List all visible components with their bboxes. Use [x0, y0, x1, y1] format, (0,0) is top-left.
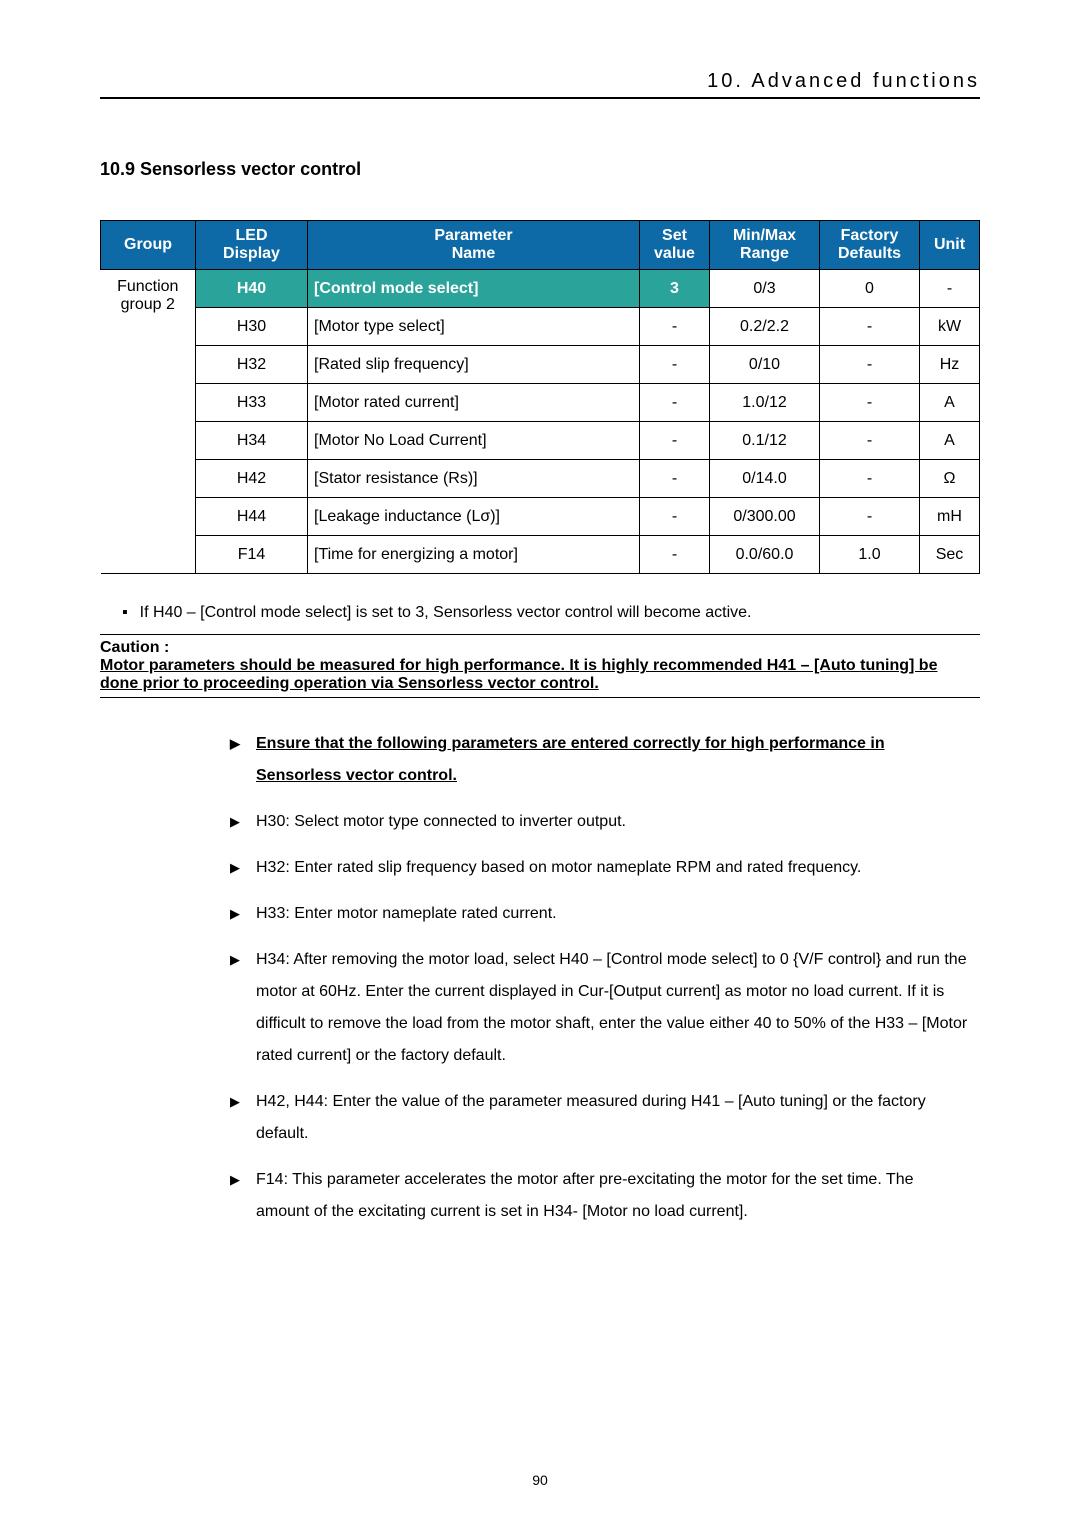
set-value-cell: -	[640, 384, 710, 422]
unit-cell: Sec	[920, 536, 980, 574]
note-text: If H40 – [Control mode select] is set to…	[122, 604, 980, 622]
unit-cell: A	[920, 422, 980, 460]
table-row: Function group 2H40[Control mode select]…	[101, 270, 980, 308]
unit-cell: A	[920, 384, 980, 422]
table-row: H30[Motor type select]-0.2/2.2-kW	[101, 308, 980, 346]
param-name-cell: [Rated slip frequency]	[308, 346, 640, 384]
list-item: H33: Enter motor nameplate rated current…	[230, 898, 970, 930]
param-name-cell: [Motor rated current]	[308, 384, 640, 422]
range-cell: 0.1/12	[710, 422, 820, 460]
range-cell: 0/3	[710, 270, 820, 308]
table-row: H44[Leakage inductance (Lσ)]-0/300.00-mH	[101, 498, 980, 536]
set-value-cell: -	[640, 498, 710, 536]
table-header: Min/MaxRange	[710, 221, 820, 270]
list-item: F14: This parameter accelerates the moto…	[230, 1164, 970, 1228]
led-cell: H30	[196, 308, 308, 346]
range-cell: 0/300.00	[710, 498, 820, 536]
default-cell: -	[820, 308, 920, 346]
default-cell: -	[820, 460, 920, 498]
parameter-table: GroupLEDDisplayParameterNameSetvalueMin/…	[100, 220, 980, 574]
led-cell: H44	[196, 498, 308, 536]
led-cell: H42	[196, 460, 308, 498]
page-number: 90	[0, 1472, 1080, 1488]
unit-cell: mH	[920, 498, 980, 536]
table-row: H34[Motor No Load Current]-0.1/12-A	[101, 422, 980, 460]
list-item: Ensure that the following parameters are…	[230, 728, 970, 792]
table-row: H32[Rated slip frequency]-0/10-Hz	[101, 346, 980, 384]
param-name-cell: [Time for energizing a motor]	[308, 536, 640, 574]
list-item: H42, H44: Enter the value of the paramet…	[230, 1086, 970, 1150]
default-cell: -	[820, 384, 920, 422]
default-cell: -	[820, 422, 920, 460]
table-header: LEDDisplay	[196, 221, 308, 270]
caution-title: Caution :	[100, 639, 980, 657]
table-row: H42[Stator resistance (Rs)]-0/14.0-Ω	[101, 460, 980, 498]
set-value-cell: -	[640, 346, 710, 384]
default-cell: 0	[820, 270, 920, 308]
list-item: H30: Select motor type connected to inve…	[230, 806, 970, 838]
table-header: FactoryDefaults	[820, 221, 920, 270]
range-cell: 1.0/12	[710, 384, 820, 422]
list-item: H34: After removing the motor load, sele…	[230, 944, 970, 1072]
led-cell: F14	[196, 536, 308, 574]
caution-box: Caution : Motor parameters should be mea…	[100, 634, 980, 698]
table-header: Unit	[920, 221, 980, 270]
unit-cell: kW	[920, 308, 980, 346]
unit-cell: Ω	[920, 460, 980, 498]
range-cell: 0/10	[710, 346, 820, 384]
table-header: ParameterName	[308, 221, 640, 270]
unit-cell: Hz	[920, 346, 980, 384]
set-value-cell: -	[640, 422, 710, 460]
set-value-cell: -	[640, 308, 710, 346]
group-cell: Function group 2	[101, 270, 196, 574]
page-header: 10. Advanced functions	[100, 70, 980, 99]
default-cell: -	[820, 346, 920, 384]
param-name-cell: [Motor No Load Current]	[308, 422, 640, 460]
led-cell: H32	[196, 346, 308, 384]
param-name-cell: [Stator resistance (Rs)]	[308, 460, 640, 498]
bullet-list: Ensure that the following parameters are…	[230, 728, 970, 1228]
table-header: Group	[101, 221, 196, 270]
param-name-cell: [Motor type select]	[308, 308, 640, 346]
led-cell: H34	[196, 422, 308, 460]
default-cell: -	[820, 498, 920, 536]
param-name-cell: [Leakage inductance (Lσ)]	[308, 498, 640, 536]
range-cell: 0.0/60.0	[710, 536, 820, 574]
param-name-cell: [Control mode select]	[308, 270, 640, 308]
range-cell: 0.2/2.2	[710, 308, 820, 346]
table-row: F14[Time for energizing a motor]-0.0/60.…	[101, 536, 980, 574]
unit-cell: -	[920, 270, 980, 308]
section-title: 10.9 Sensorless vector control	[100, 159, 980, 180]
table-row: H33[Motor rated current]-1.0/12-A	[101, 384, 980, 422]
range-cell: 0/14.0	[710, 460, 820, 498]
led-cell: H40	[196, 270, 308, 308]
set-value-cell: 3	[640, 270, 710, 308]
led-cell: H33	[196, 384, 308, 422]
caution-text: Motor parameters should be measured for …	[100, 657, 980, 693]
set-value-cell: -	[640, 536, 710, 574]
set-value-cell: -	[640, 460, 710, 498]
list-item: H32: Enter rated slip frequency based on…	[230, 852, 970, 884]
default-cell: 1.0	[820, 536, 920, 574]
table-header: Setvalue	[640, 221, 710, 270]
